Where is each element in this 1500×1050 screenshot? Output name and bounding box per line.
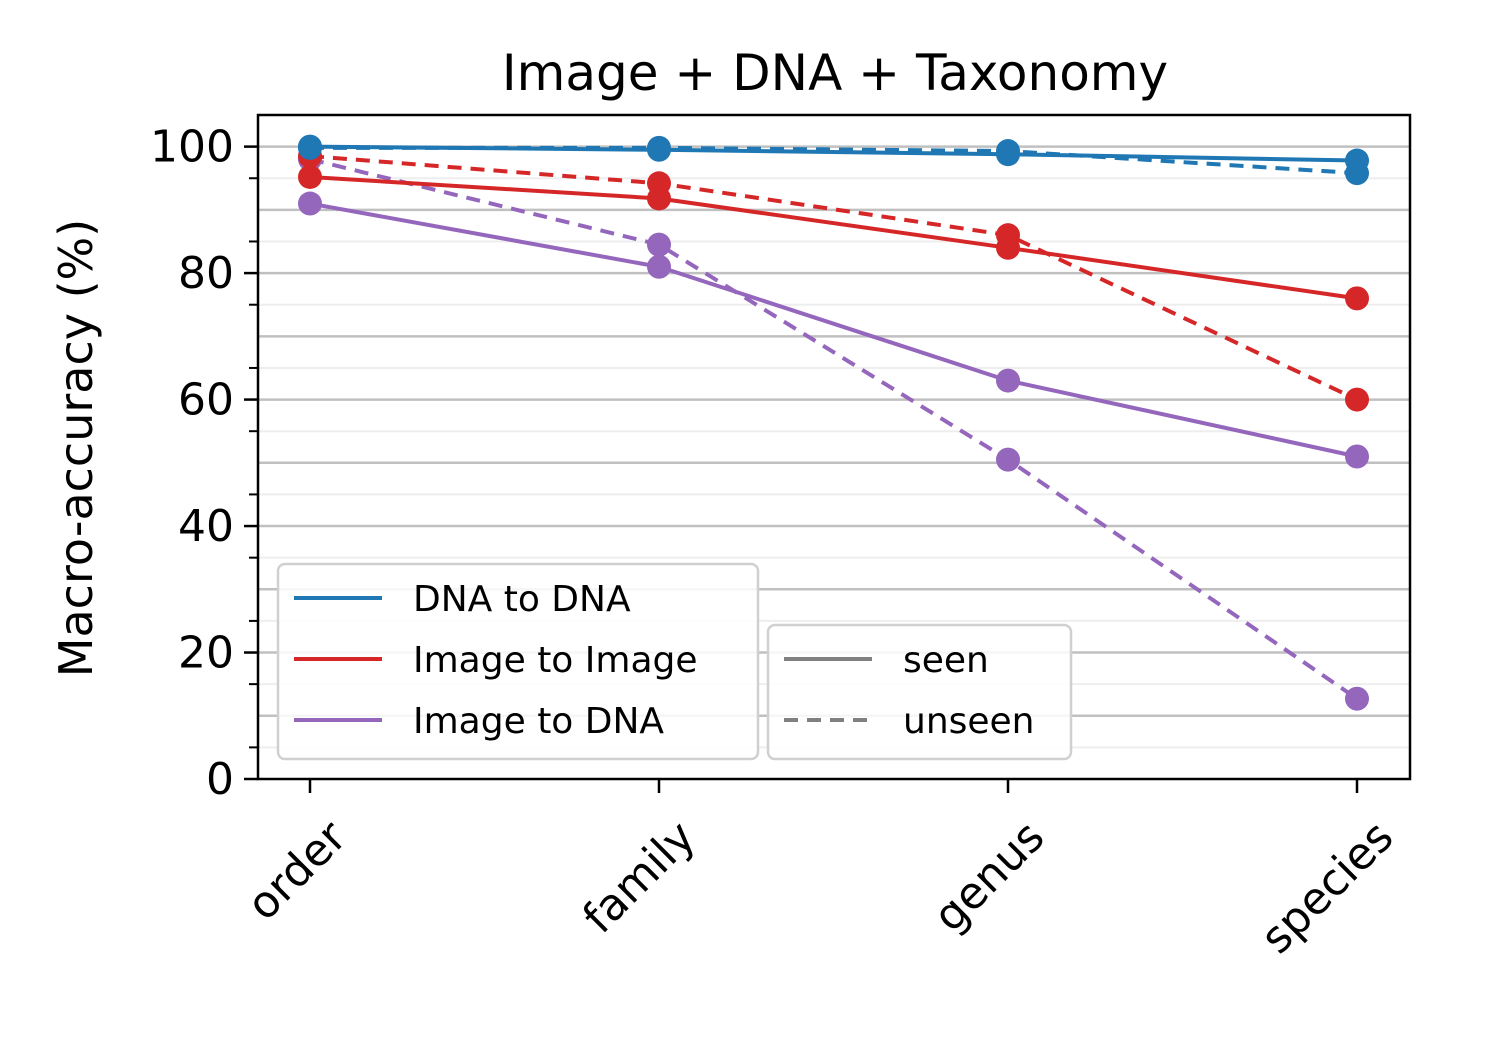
data-point — [996, 447, 1020, 472]
data-point — [647, 254, 671, 279]
data-point — [647, 186, 671, 211]
data-point — [647, 137, 671, 162]
data-point — [1345, 148, 1369, 173]
chart-title: Image + DNA + Taxonomy — [502, 44, 1168, 102]
style-legend: seen unseen — [766, 623, 1073, 761]
data-point — [298, 191, 322, 216]
y-tick-label: 80 — [178, 248, 234, 299]
x-tick-label: family — [573, 811, 705, 943]
legend-label: seen — [903, 640, 989, 681]
data-point — [298, 134, 322, 159]
legend-label: Image to DNA — [413, 701, 664, 742]
y-tick-label: 100 — [150, 122, 234, 173]
x-tick-label: species — [1251, 811, 1403, 963]
data-point — [996, 368, 1020, 393]
x-tick-label: genus — [924, 811, 1055, 942]
axes: 0 20 40 60 80 100 order family genus species — [150, 122, 1403, 964]
data-point — [647, 232, 671, 257]
y-tick-label: 20 — [178, 628, 234, 679]
data-point — [996, 142, 1020, 167]
y-axis-label: Macro-accuracy (%) — [49, 219, 103, 677]
series-group — [298, 134, 1369, 711]
plot-frame — [256, 113, 1412, 781]
x-tick-label: order — [237, 811, 357, 931]
data-point — [1345, 387, 1369, 412]
legend-frame — [276, 562, 760, 761]
data-point — [1345, 286, 1369, 311]
data-point — [996, 235, 1020, 260]
y-tick-label: 40 — [178, 501, 234, 552]
series-line-seen — [309, 174, 1358, 301]
series-line-seen — [309, 144, 1358, 163]
data-point — [1345, 686, 1369, 711]
data-point — [298, 164, 322, 189]
series-legend: DNA to DNA Image to Image Image to DNA — [276, 562, 760, 761]
series-line-unseen — [309, 157, 1359, 701]
series-line-unseen — [309, 154, 1358, 402]
y-tick-label: 60 — [178, 375, 234, 426]
y-tick-label: 0 — [206, 754, 234, 805]
data-point — [1345, 444, 1369, 469]
legend-label: DNA to DNA — [413, 579, 631, 620]
series-line-seen — [309, 201, 1358, 459]
legend-label: unseen — [903, 701, 1035, 742]
legend-label: Image to Image — [413, 640, 698, 681]
